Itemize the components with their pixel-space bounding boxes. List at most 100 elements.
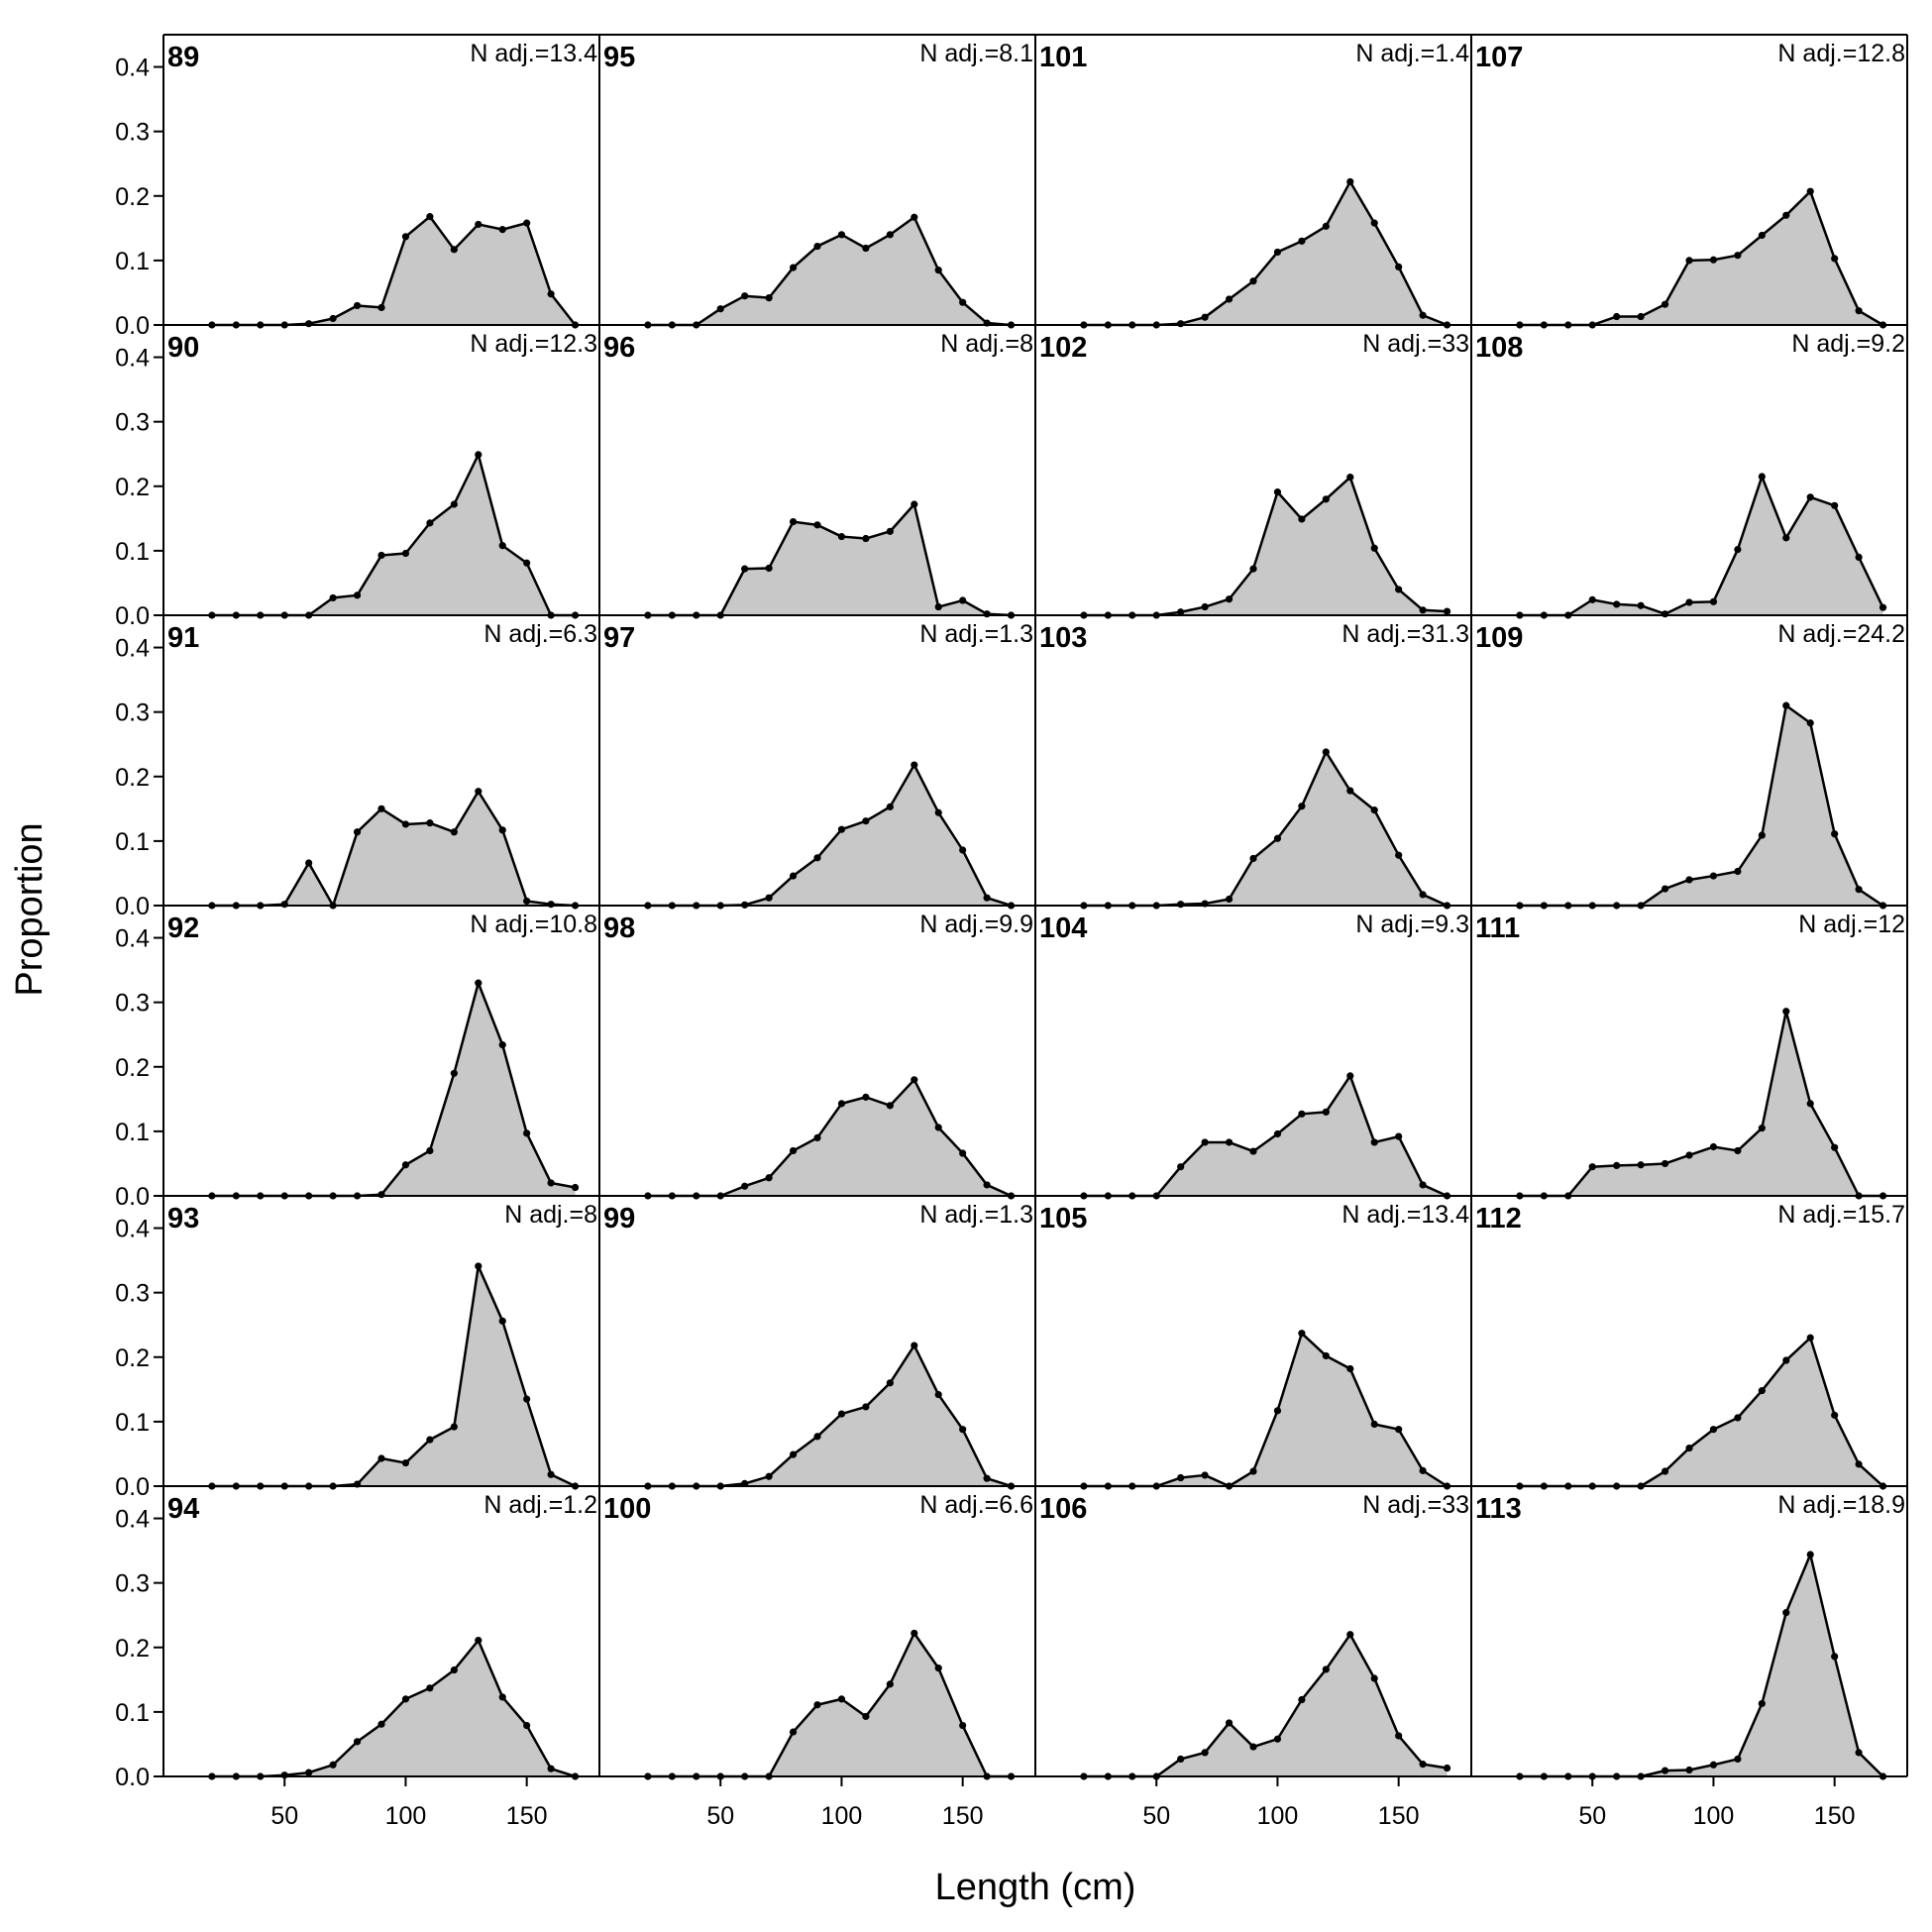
panel-year-label: 100 bbox=[603, 1493, 651, 1525]
data-point-120 bbox=[1758, 473, 1766, 481]
data-point-90 bbox=[1249, 277, 1257, 285]
data-point-140 bbox=[498, 542, 506, 550]
x-axis-label: Length (cm) bbox=[935, 1867, 1136, 1908]
y-tick-label: 0.2 bbox=[115, 183, 150, 211]
data-point-90 bbox=[1249, 854, 1257, 863]
data-point-60 bbox=[305, 1769, 313, 1776]
data-point-160 bbox=[1419, 1466, 1427, 1474]
data-point-140 bbox=[1806, 493, 1814, 501]
data-point-170 bbox=[1443, 607, 1451, 615]
data-point-110 bbox=[426, 1684, 434, 1692]
data-point-140 bbox=[498, 826, 506, 834]
data-point-140 bbox=[1370, 1420, 1378, 1429]
panel-106: 106 N adj.=33 bbox=[1039, 1491, 1469, 1780]
data-point-150 bbox=[523, 1721, 531, 1730]
y-tick-label: 0.2 bbox=[115, 474, 150, 501]
data-point-150 bbox=[959, 846, 967, 854]
panel-103: 103 N adj.=31.3 bbox=[1039, 620, 1469, 910]
data-point-80 bbox=[353, 301, 362, 310]
data-point-130 bbox=[1782, 534, 1790, 542]
data-point-110 bbox=[426, 819, 434, 827]
data-point-160 bbox=[1855, 1460, 1863, 1468]
data-point-100 bbox=[1273, 488, 1282, 496]
panel-n-adj-label: N adj.=13.4 bbox=[1342, 1201, 1469, 1229]
data-point-110 bbox=[1734, 1146, 1742, 1155]
data-point-140 bbox=[934, 1390, 942, 1399]
data-point-150 bbox=[1831, 830, 1839, 838]
data-point-80 bbox=[1661, 1467, 1669, 1475]
data-point-120 bbox=[886, 1102, 894, 1110]
area-fill bbox=[1083, 1634, 1448, 1776]
x-tick-label: 150 bbox=[506, 1802, 548, 1830]
data-point-150 bbox=[523, 897, 531, 906]
data-point-100 bbox=[401, 233, 410, 241]
data-point-150 bbox=[1395, 851, 1403, 859]
data-point-80 bbox=[353, 1738, 362, 1746]
data-point-100 bbox=[1273, 1735, 1282, 1743]
panel-year-label: 107 bbox=[1475, 42, 1523, 73]
data-point-120 bbox=[1322, 495, 1330, 503]
data-point-120 bbox=[1322, 1665, 1330, 1673]
data-point-110 bbox=[1734, 1414, 1742, 1422]
data-point-100 bbox=[1273, 834, 1282, 842]
x-tick-label: 100 bbox=[1693, 1802, 1735, 1830]
data-point-90 bbox=[377, 1191, 385, 1199]
panel-year-label: 104 bbox=[1039, 912, 1087, 944]
panel-99: 99 N adj.=1.3 bbox=[603, 1201, 1033, 1490]
data-point-140 bbox=[934, 267, 942, 274]
data-point-100 bbox=[1709, 872, 1718, 880]
data-point-100 bbox=[1709, 1426, 1718, 1434]
data-point-140 bbox=[498, 1693, 506, 1701]
data-point-160 bbox=[1855, 1749, 1863, 1757]
area-fill bbox=[1519, 1338, 1883, 1486]
data-point-130 bbox=[1782, 1356, 1790, 1364]
data-point-120 bbox=[886, 231, 894, 239]
data-point-140 bbox=[1370, 544, 1378, 552]
data-point-80 bbox=[1661, 610, 1669, 618]
panel-n-adj-label: N adj.=1.3 bbox=[919, 620, 1033, 648]
x-tick-label: 50 bbox=[1142, 1802, 1170, 1830]
x-tick-label: 50 bbox=[270, 1802, 298, 1830]
data-point-100 bbox=[837, 825, 846, 833]
data-point-90 bbox=[813, 1433, 821, 1441]
panel-104: 104 N adj.=9.3 bbox=[1039, 911, 1469, 1200]
data-point-110 bbox=[862, 1093, 870, 1101]
data-point-160 bbox=[1419, 1761, 1427, 1769]
data-point-110 bbox=[862, 534, 870, 543]
data-point-120 bbox=[886, 527, 894, 535]
data-point-160 bbox=[1419, 606, 1427, 614]
data-point-140 bbox=[1806, 1334, 1814, 1342]
area-fill bbox=[647, 1345, 1012, 1486]
area-fill bbox=[1083, 477, 1448, 615]
y-tick-label: 0.3 bbox=[115, 990, 150, 1018]
y-tick-label: 0.1 bbox=[115, 248, 150, 275]
data-point-130 bbox=[911, 1629, 918, 1638]
data-point-110 bbox=[1298, 237, 1306, 245]
panel-89: 89 N adj.=13.4 bbox=[167, 40, 597, 329]
data-point-140 bbox=[1370, 1138, 1378, 1146]
data-point-120 bbox=[450, 1423, 458, 1431]
panel-year-label: 95 bbox=[603, 42, 635, 73]
panel-year-label: 99 bbox=[603, 1203, 635, 1234]
data-point-50 bbox=[1588, 1163, 1596, 1171]
data-point-130 bbox=[911, 213, 918, 221]
data-point-170 bbox=[1878, 603, 1887, 611]
y-tick-label: 0.0 bbox=[115, 893, 150, 920]
data-point-120 bbox=[1758, 1125, 1766, 1132]
data-point-150 bbox=[1831, 1653, 1839, 1661]
data-point-160 bbox=[1855, 307, 1863, 315]
panel-year-label: 92 bbox=[167, 912, 199, 944]
panel-year-label: 91 bbox=[167, 622, 199, 654]
data-point-60 bbox=[1177, 1473, 1185, 1482]
y-tick-label: 0.1 bbox=[115, 1409, 150, 1437]
data-point-130 bbox=[1782, 701, 1790, 709]
data-point-160 bbox=[983, 610, 991, 618]
data-point-80 bbox=[789, 872, 798, 880]
data-point-90 bbox=[377, 1720, 385, 1728]
data-point-120 bbox=[450, 1069, 458, 1077]
data-point-140 bbox=[934, 808, 942, 816]
data-point-80 bbox=[1225, 595, 1234, 603]
data-point-90 bbox=[1249, 1743, 1257, 1751]
panel-n-adj-label: N adj.=8 bbox=[940, 330, 1033, 358]
